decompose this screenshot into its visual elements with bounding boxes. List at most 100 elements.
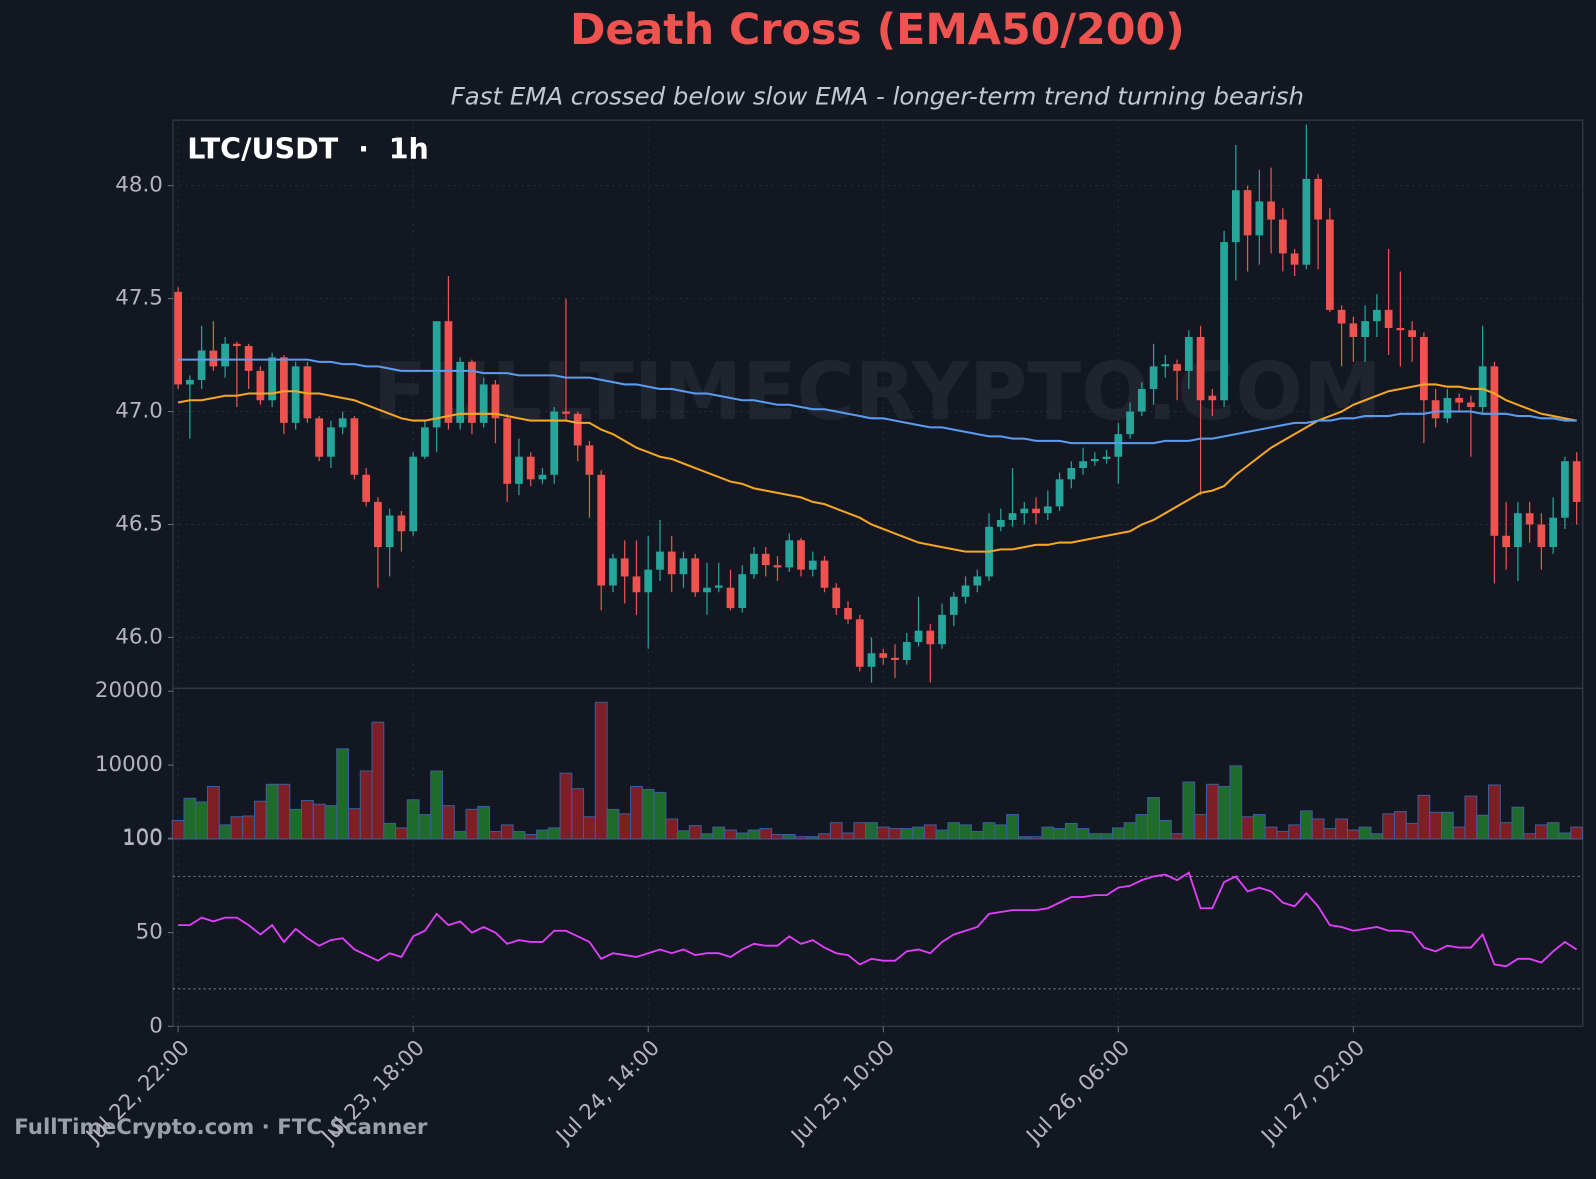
symbol-label: LTC/USDT · 1h <box>187 133 429 166</box>
volume-bar <box>1558 832 1572 840</box>
volume-bar <box>1205 783 1219 840</box>
volume-bar <box>888 828 902 840</box>
candle-body <box>1314 178 1322 220</box>
candle-body <box>996 519 1005 527</box>
candle-body <box>679 558 688 575</box>
candle-body <box>585 445 594 475</box>
candle-body <box>1114 434 1123 457</box>
y-tick-label: 47.0 <box>115 399 163 424</box>
candle-body <box>1137 388 1146 412</box>
volume-bar <box>970 831 984 840</box>
volume-bar <box>348 808 361 840</box>
volume-bar <box>171 819 185 840</box>
candle-body <box>1572 461 1581 502</box>
candle-body <box>1126 411 1134 435</box>
candle-body <box>256 370 265 401</box>
volume-bar <box>336 748 350 840</box>
volume-bar <box>806 836 820 840</box>
candle-body <box>432 321 441 428</box>
candle-body <box>209 350 218 367</box>
volume-bar <box>724 829 737 840</box>
candle-body <box>303 366 312 419</box>
candle-body <box>1502 535 1511 548</box>
y-tick-label: 47.5 <box>115 286 163 311</box>
volume-bar <box>630 785 643 840</box>
watermark: FULLTIMECRYPTO.COM <box>373 345 1382 438</box>
volume-bar <box>747 829 761 840</box>
candle-body <box>515 456 523 484</box>
volume-bar <box>289 808 303 840</box>
candle-body <box>1361 321 1369 337</box>
rsi-line <box>178 871 1578 968</box>
volume-bar <box>947 822 961 840</box>
candle-body <box>703 587 711 593</box>
volume-bar <box>618 813 632 840</box>
candle-body <box>573 413 582 446</box>
candle-body <box>1278 219 1287 254</box>
candle-body <box>1161 364 1170 367</box>
candle-body <box>1514 513 1522 548</box>
candle-body <box>714 585 723 588</box>
volume-bar <box>395 827 408 840</box>
candle-body <box>244 346 253 371</box>
candle-body <box>808 560 817 570</box>
volume-bar <box>759 828 773 840</box>
candle-body <box>280 357 288 423</box>
volume-bar <box>771 834 784 840</box>
volume-bar <box>959 824 972 840</box>
volume-bar <box>465 808 479 840</box>
footer: FullTimeCrypto.com · FTC Scanner <box>14 1115 428 1140</box>
candle-body <box>1525 513 1534 525</box>
volume-bar <box>559 772 573 840</box>
volume-bar <box>1464 795 1478 840</box>
volume-bar <box>1182 781 1196 840</box>
candle-body <box>609 558 617 586</box>
candle-body <box>738 574 747 609</box>
volume-bar <box>1335 818 1348 840</box>
volume-bar <box>442 805 455 840</box>
candle-body <box>409 456 418 532</box>
candle-body <box>1055 479 1064 507</box>
volume-bar <box>324 805 338 840</box>
candle-body <box>456 361 465 423</box>
volume-bar <box>301 800 314 840</box>
candle-body <box>1478 366 1487 408</box>
candle-body <box>1102 456 1111 459</box>
volume-bar <box>312 803 326 840</box>
volume-bar <box>1440 811 1454 840</box>
y-tick-label: 46.5 <box>115 511 163 536</box>
candle-body <box>421 427 429 457</box>
volume-bar <box>1135 814 1149 840</box>
volume-bar <box>1217 785 1231 840</box>
volume-bar <box>900 828 914 840</box>
volume-bar <box>1158 819 1172 840</box>
candle-body <box>844 608 852 620</box>
y-tick-label: 100 <box>122 826 163 851</box>
candle-body <box>1373 309 1381 322</box>
candle-body <box>1184 336 1193 371</box>
volume-bar <box>1370 833 1384 840</box>
candle-body <box>1090 458 1099 462</box>
candle-body <box>691 558 700 593</box>
candle-body <box>291 366 300 423</box>
volume-bar <box>935 829 949 840</box>
candle-body <box>1490 366 1499 536</box>
volume-bar <box>994 824 1008 840</box>
candle-body <box>891 657 899 661</box>
volume-bar <box>1123 822 1137 840</box>
candle-body <box>1549 517 1558 548</box>
volume-bar <box>1429 811 1443 840</box>
volume-bar <box>1346 829 1360 840</box>
candle-body <box>397 515 406 532</box>
volume-bar <box>1476 814 1490 840</box>
volume-bar <box>1417 794 1431 840</box>
volume-bar <box>371 721 385 840</box>
volume-bar <box>1452 826 1466 840</box>
volume-bar <box>254 800 267 840</box>
volume-bar <box>1241 816 1254 840</box>
candle-body <box>1302 178 1311 265</box>
volume-bar <box>1147 797 1160 840</box>
volume-bar <box>1252 814 1266 840</box>
candle-body <box>1196 336 1205 401</box>
candle-body <box>855 619 864 667</box>
